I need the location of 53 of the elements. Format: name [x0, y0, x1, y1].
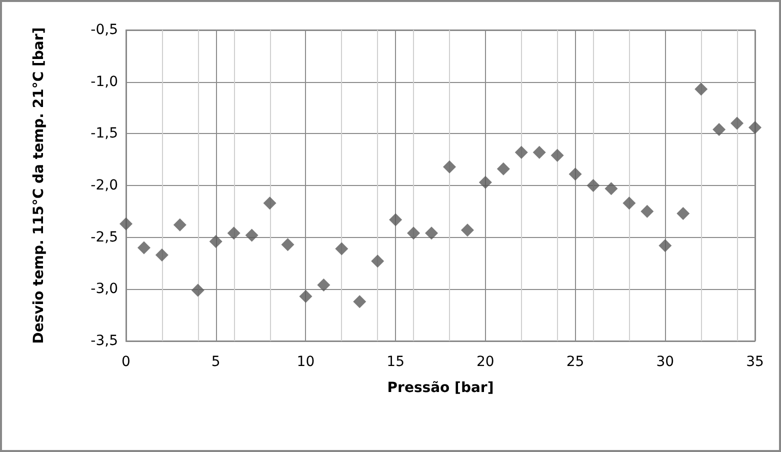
x-tick-label: 0 — [122, 354, 130, 370]
point — [676, 206, 690, 220]
point — [155, 248, 168, 262]
point — [371, 254, 384, 268]
point — [658, 239, 672, 252]
point — [514, 146, 528, 159]
x-axis-title: Pressão [bar] — [387, 380, 494, 396]
point — [335, 242, 348, 256]
y-tick-label: -1,0 — [90, 74, 118, 90]
point — [263, 196, 276, 210]
x-tick-label: 30 — [656, 354, 674, 370]
point — [209, 234, 222, 248]
y-tick-label: -2,0 — [90, 178, 118, 194]
point — [137, 241, 150, 254]
point — [730, 116, 744, 130]
point — [586, 179, 600, 192]
point — [227, 226, 240, 240]
point — [568, 168, 582, 181]
point — [245, 228, 258, 242]
point — [496, 162, 510, 176]
y-tick-label: -1,5 — [90, 126, 118, 142]
point — [694, 82, 708, 96]
point — [748, 120, 762, 134]
y-axis-title: Desvio temp. 115°C da temp. 21°C [bar] — [31, 27, 47, 344]
point — [120, 217, 132, 230]
point — [442, 160, 456, 174]
point — [173, 218, 186, 232]
point — [389, 213, 402, 226]
point — [425, 226, 438, 240]
point — [281, 238, 294, 252]
x-tick-label: 5 — [211, 354, 220, 370]
y-tick-label: -3,5 — [90, 333, 118, 349]
y-tick-label: -0,5 — [90, 22, 118, 38]
point — [550, 148, 564, 162]
point — [604, 182, 618, 196]
x-tick-label: 20 — [476, 354, 494, 370]
point — [478, 176, 492, 189]
y-tick-label: -3,0 — [90, 281, 118, 298]
point — [191, 284, 204, 297]
point — [640, 204, 654, 218]
point — [353, 295, 366, 308]
point — [317, 278, 330, 292]
x-tick-label: 35 — [746, 354, 764, 370]
point — [460, 224, 474, 237]
x-tick-label: 15 — [386, 354, 404, 370]
x-tick-label: 25 — [566, 354, 584, 370]
point — [712, 123, 726, 136]
point — [622, 196, 636, 210]
point — [532, 146, 546, 159]
y-tick-label: -2,5 — [90, 229, 118, 246]
point — [407, 226, 420, 240]
x-tick-label: 10 — [296, 354, 315, 370]
point — [299, 290, 312, 303]
